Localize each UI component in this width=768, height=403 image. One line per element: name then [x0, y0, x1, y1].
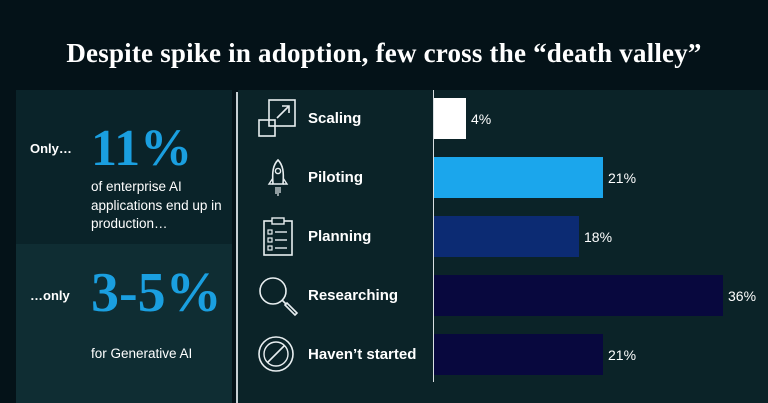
stage-label-piloting: Piloting [308, 169, 363, 186]
prohibited-icon [258, 336, 294, 372]
scaling-icon [258, 99, 296, 137]
stat-11-percent: 11% [91, 120, 193, 177]
stat-11-description: of enterprise AI applications end up in … [91, 179, 222, 231]
stage-label-researching: Researching [308, 287, 399, 304]
value-label-scaling: 4% [471, 111, 492, 127]
bar-piloting [434, 157, 603, 198]
panel-divider [236, 92, 238, 403]
stat-prefix-only-2: …only [30, 288, 70, 303]
left-stats-panel-lower [16, 244, 232, 403]
stage-label-havent-started: Haven’t started [308, 346, 417, 363]
rocket-icon [267, 158, 289, 196]
value-label-havent-started: 21% [608, 347, 637, 363]
stat-3-5-percent: 3-5% [91, 262, 222, 324]
stat-prefix-only: Only… [30, 141, 72, 156]
bar-scaling [434, 98, 466, 139]
magnifier-icon [259, 277, 299, 317]
value-label-researching: 36% [728, 288, 757, 304]
value-label-piloting: 21% [608, 170, 637, 186]
value-label-planning: 18% [584, 229, 613, 245]
clipboard-icon [263, 217, 293, 256]
stat-3-5-description: for Generative AI [91, 346, 193, 361]
bar-researching [434, 275, 723, 316]
bar-havent-started [434, 334, 603, 375]
bar-axis [433, 90, 434, 382]
stage-label-scaling: Scaling [308, 110, 362, 127]
bar-planning [434, 216, 579, 257]
stage-label-planning: Planning [308, 228, 372, 245]
chart-title: Despite spike in adoption, few cross the… [66, 38, 702, 68]
